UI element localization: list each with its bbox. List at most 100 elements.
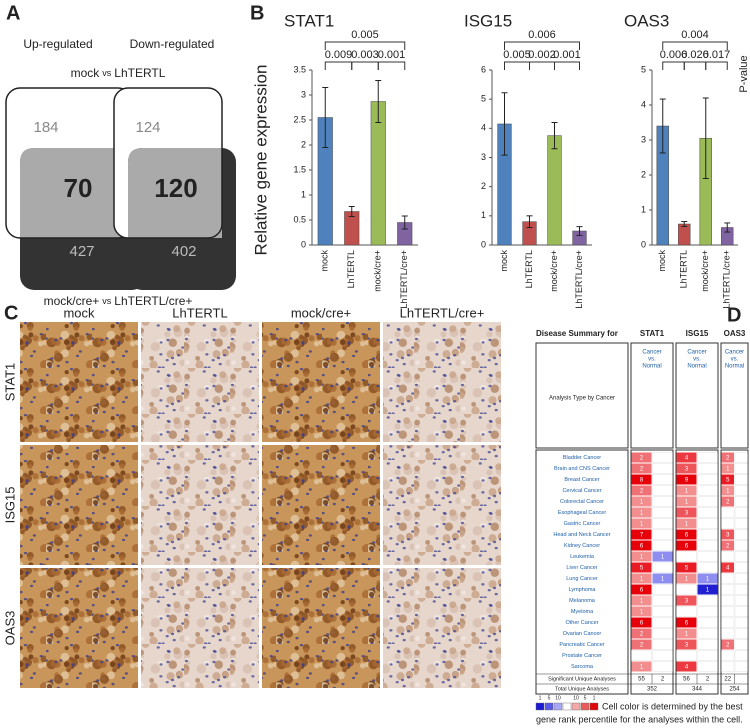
y-tick-label: 2: [301, 139, 306, 149]
heat-cell: [676, 595, 697, 606]
gene-name: STAT1: [640, 329, 665, 338]
heat-cell: [676, 507, 697, 518]
y-tick-label: 2: [481, 181, 486, 191]
empty-cell: [734, 584, 748, 595]
heat-cell: [631, 661, 652, 672]
significance-bracket: [683, 61, 707, 70]
error-bar: [501, 92, 508, 156]
tissue-image: [141, 322, 259, 442]
legend-text: gene rank percentile for the analyses wi…: [536, 714, 743, 724]
error-bar: [659, 98, 666, 154]
empty-cell: [697, 529, 718, 540]
heat-cell: [631, 562, 652, 573]
legend-swatch: [562, 702, 572, 711]
cell-count: 1: [685, 489, 689, 495]
heat-cell: [697, 573, 718, 584]
cell-count: 5: [685, 566, 689, 572]
venn-outline: [113, 87, 223, 239]
cell-count: 1: [706, 588, 710, 594]
p-value: 0.003: [351, 49, 379, 61]
tissue-image: [383, 322, 501, 442]
y-tick-label: 2: [641, 169, 646, 179]
tissue-image: [20, 568, 138, 688]
cell-count: 2: [640, 632, 644, 638]
venn-caption: mock vs LhTERTL: [71, 66, 166, 80]
cell-count: 3: [685, 599, 689, 605]
column-header: vs.: [648, 357, 656, 363]
x-tick-label: LhTERTL/cre+: [722, 250, 732, 309]
heat-cell: [631, 496, 652, 507]
cell-count: 6: [640, 621, 644, 627]
heat-cell: [631, 518, 652, 529]
heat-cell: [631, 540, 652, 551]
empty-cell: [697, 518, 718, 529]
column-header: Cancer: [687, 350, 706, 356]
panel-label: A: [6, 2, 20, 24]
empty-cell: [697, 551, 718, 562]
cell-count: 1: [685, 632, 689, 638]
table-title: Disease Summary for: [536, 329, 618, 338]
empty-cell: [652, 606, 673, 617]
panel-label: B: [250, 2, 264, 24]
heat-cell: [721, 639, 734, 650]
empty-cell: [734, 529, 748, 540]
panel-a: A Up-regulated Down-regulated mock vs LhTE…: [5, 2, 236, 308]
heat-cell: [631, 529, 652, 540]
p-value-label: P-value: [738, 55, 750, 92]
significant-count: 55: [638, 677, 645, 683]
gene-name: OAS3: [724, 329, 746, 338]
venn: 124 120 402: [113, 87, 236, 290]
venn-count: 70: [64, 173, 93, 203]
venn-caption: mock/cre+ vs LhTERTL/cre+: [44, 294, 193, 308]
cell-count: 3: [726, 533, 730, 539]
error-bar: [375, 80, 382, 123]
cancer-name: Breast Cancer: [564, 477, 599, 483]
empty-cell: [734, 617, 748, 628]
y-tick-label: 3: [641, 134, 646, 144]
cancer-name: Ovarian Cancer: [563, 631, 602, 637]
heat-cell: [652, 551, 673, 562]
heat-cell: [676, 463, 697, 474]
empty-cell: [697, 452, 718, 463]
significance-bracket: [324, 41, 406, 50]
heat-cell: [697, 584, 718, 595]
empty-cell: [676, 584, 697, 595]
significance-bracket: [324, 61, 353, 70]
x-tick-label: mock/cre+: [373, 250, 383, 292]
tissue-image: [20, 322, 138, 442]
heat-cell: [631, 595, 652, 606]
chart-title: STAT1: [284, 11, 334, 30]
y-tick-label: 6: [481, 64, 486, 74]
cancer-name: Colorectal Cancer: [560, 499, 604, 505]
empty-cell: [721, 661, 735, 672]
p-value: 0.004: [681, 29, 709, 41]
significance-bracket: [504, 61, 530, 70]
empty-cell: [734, 595, 748, 606]
cell-count: 6: [685, 533, 689, 539]
p-value: 0.005: [503, 49, 531, 61]
empty-cell: [734, 573, 748, 584]
significant-count: 2: [706, 677, 710, 683]
empty-cell: [734, 650, 748, 661]
panel-label: D: [727, 304, 741, 326]
empty-cell: [697, 628, 718, 639]
cell-count: 3: [685, 643, 689, 649]
heat-cell: [631, 584, 652, 595]
heat-cell: [676, 639, 697, 650]
error-bar: [576, 226, 583, 236]
empty-cell: [734, 507, 748, 518]
caption-part: LhTERTL: [114, 66, 165, 80]
legend-tick: 1: [593, 695, 596, 701]
empty-cell: [631, 650, 652, 661]
row-label: ISG15: [2, 487, 17, 524]
cell-count: 1: [640, 522, 644, 528]
column-header: Cancer: [725, 350, 744, 356]
empty-cell: [652, 584, 673, 595]
y-tick-label: 0: [641, 239, 646, 249]
empty-cell: [652, 617, 673, 628]
tissue-image: [383, 568, 501, 688]
empty-cell: [721, 650, 735, 661]
y-tick-label: 5: [481, 94, 486, 104]
cell-count: 2: [726, 643, 730, 649]
cell-count: 6: [685, 544, 689, 550]
